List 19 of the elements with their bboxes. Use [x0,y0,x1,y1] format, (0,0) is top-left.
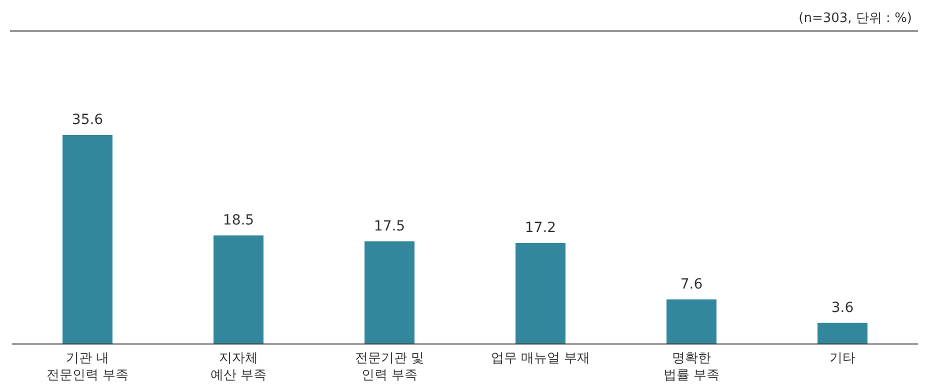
data-label: 35.6 [72,112,104,128]
text: (n=303, 단위 : %) [798,11,912,26]
bar [516,243,566,344]
data-label: 3.6 [831,300,854,316]
bar [62,135,112,344]
x-tick-label: 지자체 예산 부족 [210,351,267,383]
x-tick-label: 기타 [830,351,856,366]
x-tick-label: 명확한 법률 부족 [663,351,720,383]
data-label: 17.5 [374,218,406,234]
bar [818,322,868,344]
x-tick-label: 기관 내 전문인력 부족 [46,351,129,383]
data-label: 17.2 [524,220,556,236]
bar [364,241,414,344]
data-label: 7.6 [680,276,703,292]
x-tick-label: 전문기관 및 인력 부족 [354,351,424,383]
x-tick-label: 업무 매뉴얼 부재 [490,351,590,366]
bar [666,299,716,344]
data-label: 18.5 [222,212,254,228]
bar [214,235,264,344]
